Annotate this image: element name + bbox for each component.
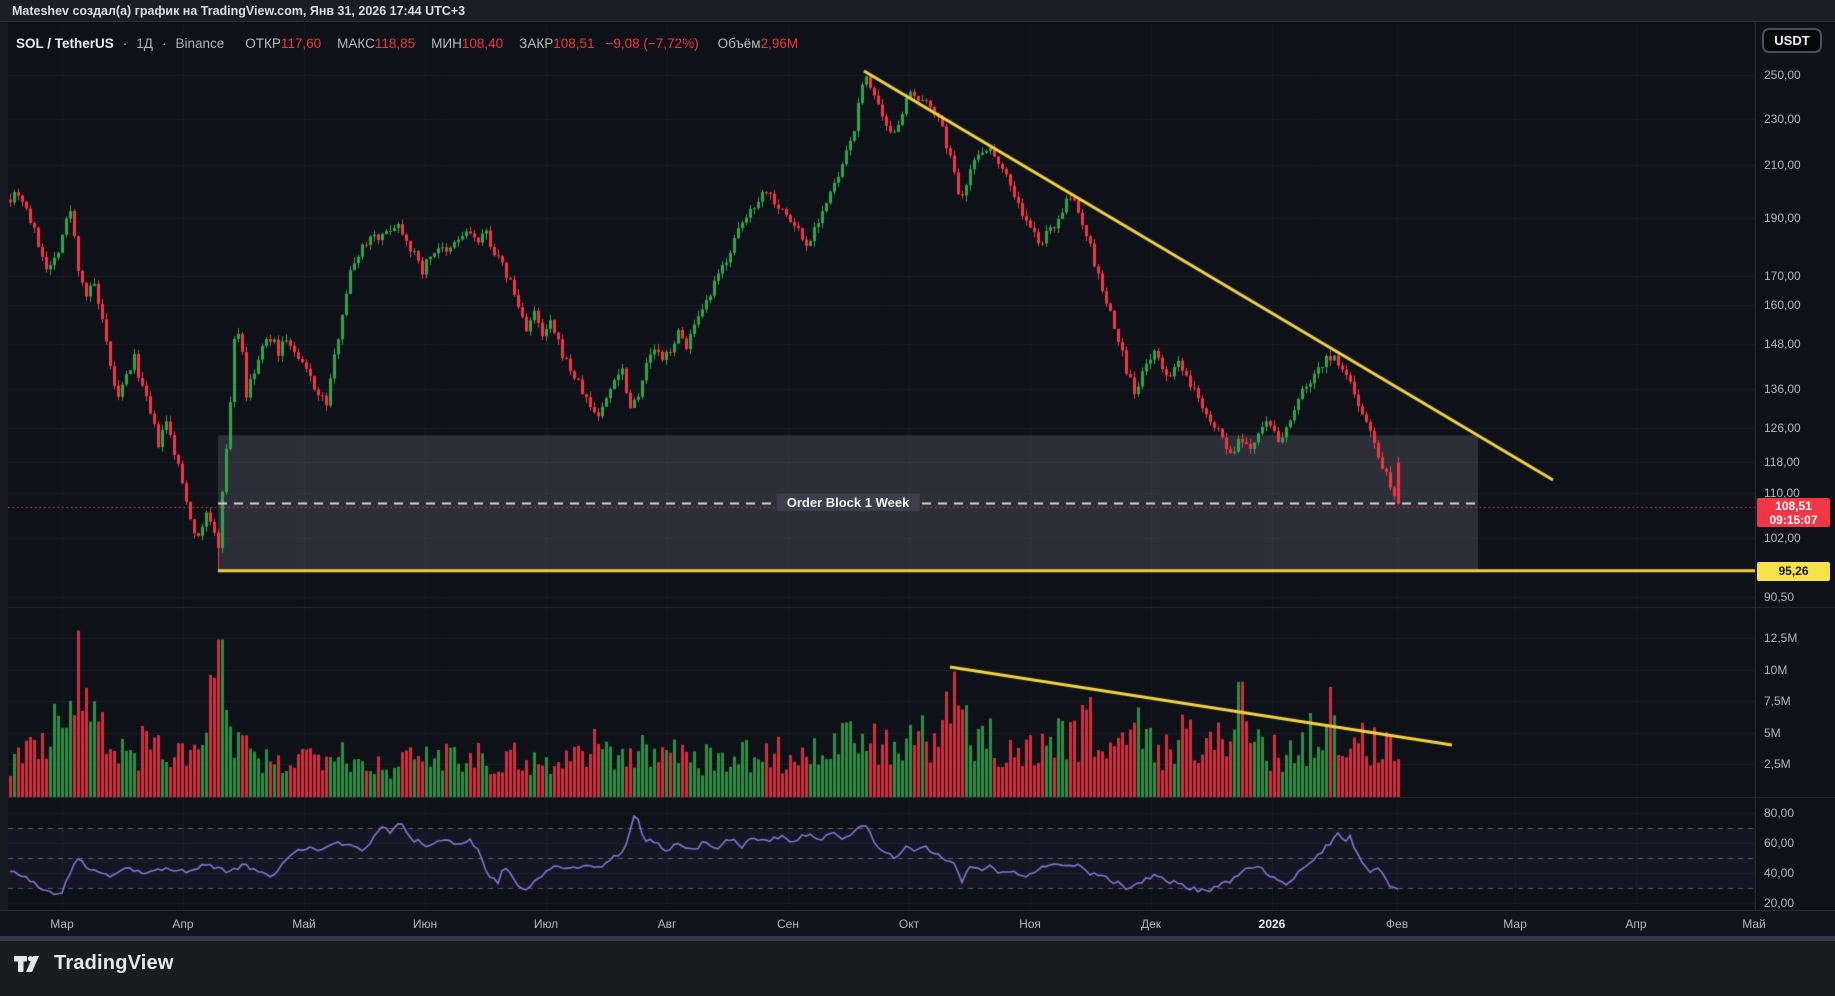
time-tick-label: Май (292, 917, 316, 931)
price-tick-label: 136,00 (1764, 382, 1801, 396)
ohlc-field-value: 108,40 (461, 36, 504, 51)
volume-value: 2,96М (760, 36, 799, 51)
volume-tick-label: 2,5М (1764, 757, 1791, 771)
time-tick-label: Ноя (1019, 917, 1041, 931)
currency-toggle-button[interactable]: USDT (1762, 28, 1822, 53)
time-tick-label: Апр (1625, 917, 1647, 931)
time-tick-label: Сен (777, 917, 799, 931)
volume-tick-label: 7,5М (1764, 694, 1791, 708)
price-tick-label: 170,00 (1764, 269, 1801, 283)
price-tick-label: 126,00 (1764, 421, 1801, 435)
ohlc-field-label: ОТКР (245, 36, 281, 51)
time-tick-label: Апр (172, 917, 194, 931)
price-tick-label: 250,00 (1764, 68, 1801, 82)
ohlc-field-value: 118,85 (374, 36, 416, 51)
time-tick-label: Фев (1385, 917, 1409, 931)
time-tick-label: Мар (50, 917, 74, 931)
ohlc-field: ОТКР117,60 (241, 36, 321, 51)
price-tick-label: 90,50 (1764, 590, 1795, 604)
price-tick-label: 160,00 (1764, 298, 1801, 312)
volume-tick-label: 5М (1764, 726, 1781, 740)
price-tick-label: 210,00 (1764, 158, 1801, 172)
ohlc-field-label: МАКС (337, 36, 375, 51)
rsi-tick-label: 60,00 (1764, 836, 1795, 850)
volume-tick-label: 10М (1764, 663, 1788, 677)
time-tick-label: 2026 (1258, 917, 1286, 931)
tradingview-logo[interactable]: TradingView (14, 952, 174, 975)
time-tick-label: Мар (1503, 917, 1527, 931)
legend-separator-2: · (161, 36, 167, 51)
ohlc-field-value: 108,51 (553, 36, 595, 51)
interval-label[interactable]: 1Д (136, 36, 153, 51)
price-tick-label: 148,00 (1764, 337, 1801, 351)
price-tick-label: 230,00 (1764, 112, 1801, 126)
rsi-tick-label: 80,00 (1764, 806, 1795, 820)
time-tick-label: Окт (898, 917, 920, 931)
frame-divider (0, 936, 1835, 941)
price-tick-label: 110,00 (1764, 486, 1800, 500)
left-edge-strip (0, 22, 8, 936)
ohlc-field-label: МИН (431, 36, 462, 51)
ohlc-field: ЗАКР108,51 (515, 36, 594, 51)
ohlc-field: МАКС118,85 (333, 36, 415, 51)
rsi-tick-label: 20,00 (1764, 896, 1795, 910)
time-tick-label: Дек (1140, 917, 1162, 931)
bar-countdown: 09:15:07 (1769, 513, 1818, 527)
change-value: −9,08 (−7,72%) (605, 36, 699, 51)
volume-tick-label: 12,5М (1764, 631, 1798, 645)
symbol-legend[interactable]: SOL / TetherUS · 1Д · Binance ОТКР117,60… (16, 36, 798, 51)
current-price-value: 108,51 (1775, 499, 1812, 513)
legend-separator: · (122, 36, 128, 51)
current-price-badge: 108,51 09:15:07 (1757, 498, 1830, 527)
time-axis[interactable] (0, 910, 1835, 937)
ohlc-field-label: ЗАКР (519, 36, 554, 51)
exchange-label: Binance (175, 36, 225, 51)
ohlc-field-value: 117,60 (280, 36, 322, 51)
price-tick-label: 102,00 (1764, 531, 1801, 545)
attribution-text: Mateshev создал(а) график на TradingView… (12, 4, 466, 18)
price-tick-label: 190,00 (1764, 211, 1801, 225)
time-tick-label: Авг (657, 917, 677, 931)
order-block-label[interactable]: Order Block 1 Week (776, 494, 920, 511)
ohlc-fields: ОТКР117,60 МАКС118,85 МИН108,40 ЗАКР108,51 (241, 36, 594, 51)
price-axis-border (1755, 22, 1756, 936)
time-tick-label: Май (1742, 917, 1766, 931)
volume-label: Объём (717, 36, 761, 51)
level-price-badge: 95,26 (1757, 562, 1830, 581)
symbol-name[interactable]: SOL / TetherUS (16, 36, 114, 51)
attribution-bar: Mateshev создал(а) график на TradingView… (0, 0, 1835, 22)
footer-bar (0, 941, 1835, 996)
price-tick-label: 118,00 (1764, 455, 1800, 469)
tradingview-logo-icon (14, 955, 39, 972)
ohlc-field: МИН108,40 (427, 36, 503, 51)
rsi-tick-label: 40,00 (1764, 866, 1795, 880)
time-tick-label: Июл (533, 917, 559, 931)
tradingview-logo-text: TradingView (54, 952, 174, 974)
time-tick-label: Июн (412, 917, 438, 931)
